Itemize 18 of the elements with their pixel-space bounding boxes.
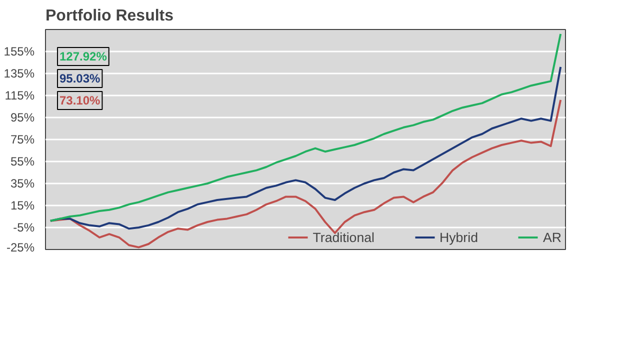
legend-label: Hybrid bbox=[439, 230, 478, 244]
annotation: 127.92% bbox=[60, 50, 108, 64]
y-tick-label: 35% bbox=[10, 176, 35, 190]
y-tick-label: 135% bbox=[4, 66, 35, 80]
legend-label: AR bbox=[543, 230, 563, 244]
y-tick-label: 155% bbox=[4, 44, 35, 58]
legend-label: Traditional bbox=[312, 230, 374, 244]
annotation: 73.10% bbox=[60, 94, 101, 108]
y-tick-label: -5% bbox=[13, 220, 35, 234]
y-tick-label: 95% bbox=[10, 110, 35, 124]
line-series bbox=[49, 32, 562, 222]
annotation: 95.03% bbox=[60, 72, 101, 86]
y-tick-label: 15% bbox=[10, 198, 35, 212]
y-tick-label: 55% bbox=[10, 154, 35, 168]
chart-title: Portfolio Results bbox=[46, 8, 174, 24]
y-tick-label: -25% bbox=[6, 240, 35, 254]
y-tick-label: 75% bbox=[10, 132, 35, 146]
y-tick-label: 115% bbox=[4, 88, 35, 102]
